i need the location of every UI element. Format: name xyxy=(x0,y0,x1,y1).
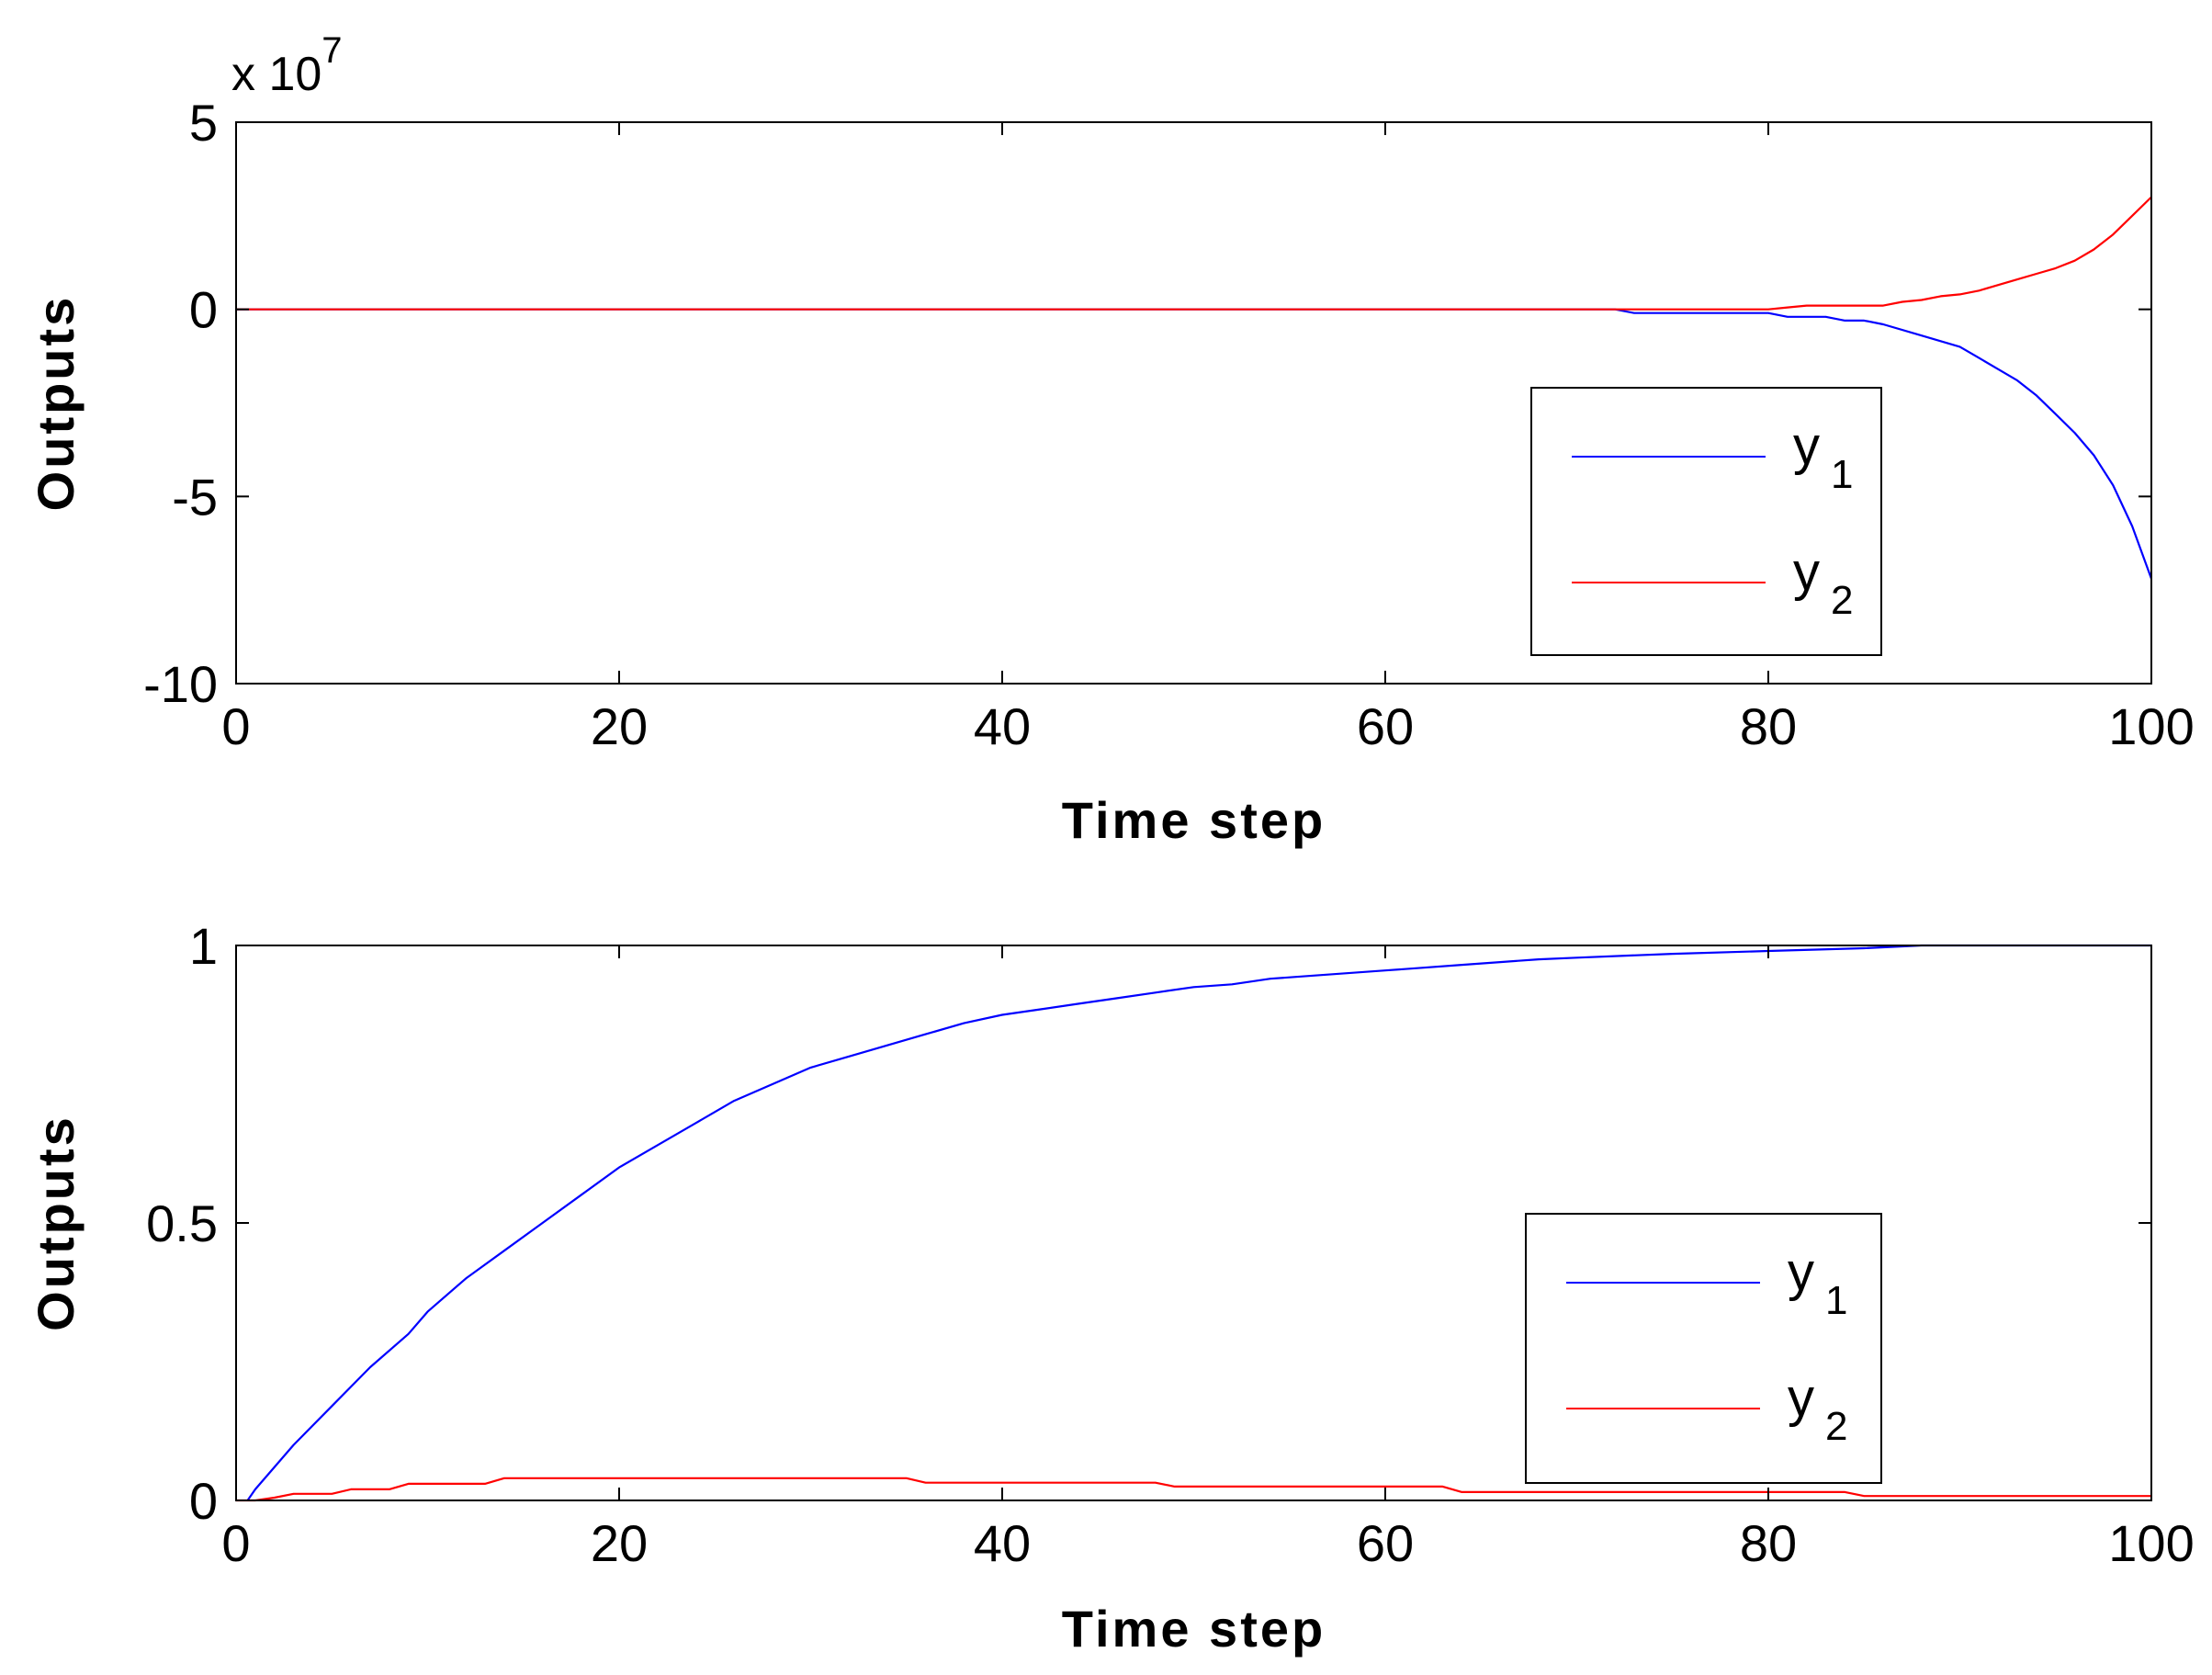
y-tick-label: 0.5 xyxy=(146,1194,218,1252)
x-tick-label: 0 xyxy=(221,697,250,755)
chart-panel-1: 0 20 40 60 80 100 -10 -5 0 5x 107 Time step Outputs… xyxy=(27,30,2195,849)
series-line-y1 xyxy=(246,944,2151,1501)
y-tick-label: 0 xyxy=(189,1472,218,1530)
y-axis-title: Outputs xyxy=(27,295,85,512)
x-tick-label: 20 xyxy=(591,1514,648,1572)
y-tick-label: -10 xyxy=(143,655,218,713)
legend-box xyxy=(1525,1213,1882,1484)
y-tick-label: -5 xyxy=(172,468,218,526)
x-tick-label: 80 xyxy=(1740,1514,1797,1572)
x-tick-label: 100 xyxy=(2108,1514,2194,1572)
legend-box xyxy=(1530,387,1882,656)
series-group xyxy=(236,196,2153,580)
y-tick-label: 1 xyxy=(189,917,218,975)
x-tick-label: 100 xyxy=(2108,697,2194,755)
chart-panel-2: 0 20 40 60 80 100 0 0.5 1 Time step Outputs y 1 y 2 xyxy=(27,917,2195,1658)
series-line-y2 xyxy=(236,1477,2151,1502)
series-line-y2 xyxy=(236,196,2152,311)
x-tick-label: 80 xyxy=(1740,697,1797,755)
y-exponent-label: x 107 xyxy=(231,30,343,101)
y-tick-label: 0 xyxy=(189,281,218,339)
legend: y 1 y 2 xyxy=(1530,387,1882,656)
axes-box xyxy=(235,121,2152,685)
x-tick-label: 40 xyxy=(974,1514,1031,1572)
x-tick-label: 60 xyxy=(1357,1514,1414,1572)
y-axis-title: Outputs xyxy=(27,1115,85,1331)
series-group xyxy=(236,944,2151,1502)
x-tick-label: 60 xyxy=(1357,697,1414,755)
x-tick-label: 0 xyxy=(221,1514,250,1572)
legend: y 1 y 2 xyxy=(1525,1213,1882,1484)
series-line-y1 xyxy=(236,308,2153,580)
x-tick-label: 40 xyxy=(974,697,1031,755)
x-axis-title: Time step xyxy=(1062,791,1326,849)
x-tick-label: 20 xyxy=(591,697,648,755)
x-axis-title: Time step xyxy=(1062,1600,1326,1658)
y-tick-label: 5 xyxy=(189,94,218,152)
